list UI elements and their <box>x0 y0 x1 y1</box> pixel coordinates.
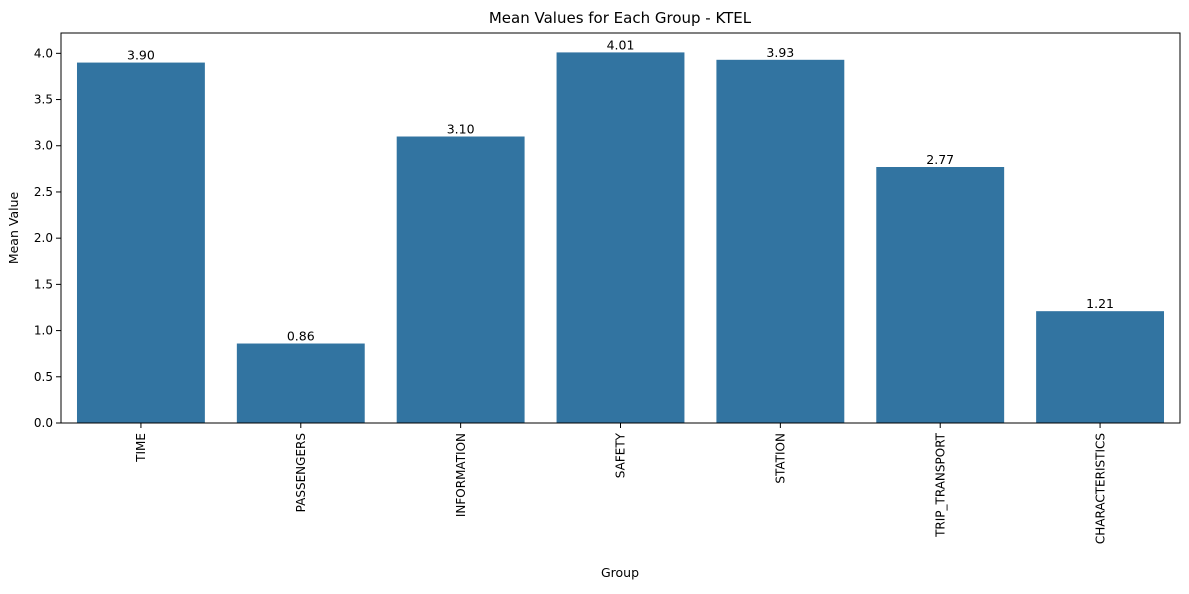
plot-frame <box>60 32 1181 424</box>
bar-information <box>396 136 525 423</box>
y-tick-label: 0.0 <box>34 416 53 430</box>
y-tick-label: 2.5 <box>34 185 53 199</box>
bars-layer <box>76 52 1165 424</box>
x-tick-label: TIME <box>134 433 148 463</box>
x-tick-label: STATION <box>774 433 788 484</box>
bar-passengers <box>236 343 365 423</box>
x-tick-label: TRIP_TRANSPORT <box>933 432 947 538</box>
y-tick-label: 1.0 <box>34 324 53 338</box>
y-tick-label: 3.5 <box>34 93 53 107</box>
bar-value-label: 2.77 <box>926 152 954 167</box>
bar-value-label: 0.86 <box>287 329 315 344</box>
x-axis: TIME PASSENGERS INFORMATION SAFETY STATION TR… <box>134 423 1107 544</box>
bar-safety <box>556 52 685 423</box>
bar-value-label: 1.21 <box>1086 296 1114 311</box>
x-axis-label: Group <box>601 565 639 580</box>
x-tick-label: PASSENGERS <box>294 433 308 512</box>
x-tick-label: SAFETY <box>614 432 628 478</box>
chart-title: Mean Values for Each Group - KTEL <box>489 9 752 27</box>
x-tick-label: INFORMATION <box>454 433 468 517</box>
y-tick-label: 4.0 <box>34 46 53 60</box>
bar-time <box>76 62 205 424</box>
y-tick-label: 0.5 <box>34 370 53 384</box>
bar-value-labels: 3.90 0.86 3.10 4.01 3.93 2.77 1.21 <box>127 37 1114 343</box>
y-tick-label: 3.0 <box>34 139 53 153</box>
bar-value-label: 3.90 <box>127 48 155 63</box>
y-axis-label: Mean Value <box>6 192 21 265</box>
bar-characteristics <box>1036 311 1165 423</box>
bar-station <box>716 59 845 423</box>
x-tick-label: CHARACTERISTICS <box>1093 433 1107 544</box>
bar-value-label: 3.93 <box>766 45 794 60</box>
y-tick-label: 2.0 <box>34 231 53 245</box>
y-tick-label: 1.5 <box>34 277 53 291</box>
y-axis: 0.0 0.5 1.0 1.5 2.0 2.5 3.0 3.5 4.0 <box>34 46 61 430</box>
bar-value-label: 3.10 <box>447 122 475 137</box>
bar-trip-transport <box>876 167 1005 423</box>
bar-value-label: 4.01 <box>607 37 635 52</box>
